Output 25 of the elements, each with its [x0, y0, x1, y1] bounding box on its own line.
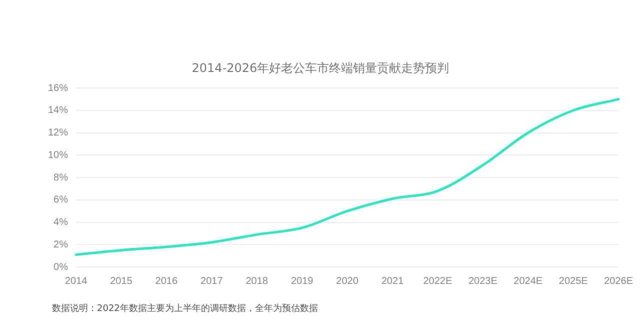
x-tick-label: 2022E: [423, 276, 452, 287]
x-tick-label: 2019: [290, 276, 314, 287]
y-tick-label: 6%: [54, 194, 68, 206]
y-tick-label: 12%: [48, 128, 68, 138]
x-tick-label: 2016: [155, 276, 178, 287]
y-tick-label: 0%: [54, 262, 68, 273]
y-tick-label: 14%: [48, 105, 68, 116]
y-tick-label: 16%: [48, 82, 68, 94]
x-tick-label: 2024E: [514, 276, 543, 287]
y-tick-label: 2%: [54, 239, 68, 250]
x-tick-label: 2025E: [558, 276, 588, 287]
line-series: [74, 98, 620, 256]
x-tick-label: 2018: [246, 276, 268, 287]
x-tick-label: 2020: [336, 276, 359, 287]
y-tick-label: 8%: [54, 172, 68, 184]
x-tick-label: 2023E: [468, 276, 498, 287]
text: 数据说明：2022年数据主要为上半年的调研数据，全年为预估数据: [52, 304, 318, 315]
x-tick-label: 2021: [381, 276, 404, 287]
y-tick-label: 10%: [48, 150, 68, 161]
x-tick-label: 2017: [200, 276, 224, 287]
x-tick-label: 2026E: [604, 276, 634, 287]
x-tick-label: 2014: [64, 276, 88, 287]
chart-title: 2014-2026年好老公车市终端销量贡献走势预判: [190, 60, 450, 77]
y-tick-label: 4%: [54, 217, 68, 228]
x-tick-label: 2015: [110, 276, 133, 287]
